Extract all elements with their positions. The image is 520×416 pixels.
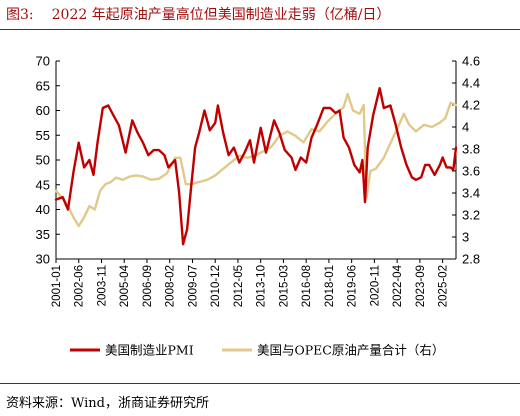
x-tick-label: 2006-09 <box>142 265 154 307</box>
left-tick-label: 70 <box>36 54 50 69</box>
left-tick-label: 60 <box>36 103 50 118</box>
left-tick-label: 35 <box>36 227 50 242</box>
left-y-axis: 30 35 40 45 50 55 60 65 70 <box>36 54 60 267</box>
x-tick-label: 2023-09 <box>415 265 427 307</box>
left-tick-label: 40 <box>36 202 50 217</box>
x-tick-label: 2016-08 <box>301 265 313 307</box>
series-line-oil <box>54 92 458 228</box>
right-y-axis: 2.8 3 3.2 3.4 3.6 3.8 4 4.2 4.4 4.6 <box>452 54 480 267</box>
legend-label-oil: 美国与OPEC原油产量合计（右） <box>257 343 444 358</box>
right-tick-label: 4.6 <box>462 54 480 69</box>
x-tick-label: 2009-07 <box>187 265 199 307</box>
x-tick-label: 2018-01 <box>324 265 336 307</box>
x-tick-label: 2012-05 <box>233 265 245 307</box>
legend-label-pmi: 美国制造业PMI <box>105 343 194 358</box>
x-tick-label: 2022-04 <box>392 264 404 307</box>
left-tick-label: 55 <box>36 128 50 143</box>
legend: 美国制造业PMI 美国与OPEC原油产量合计（右） <box>70 343 444 358</box>
bottom-rule <box>0 383 520 384</box>
x-tick-label: 2015-03 <box>278 265 290 307</box>
chart-title: 图3: 2022 年起原油产量高位但美国制造业走弱（亿桶/日） <box>6 4 390 24</box>
left-tick-label: 30 <box>36 252 50 267</box>
x-tick-label: 2008-02 <box>165 265 177 307</box>
left-tick-label: 50 <box>36 153 50 168</box>
figure-label: 图3: <box>6 7 34 23</box>
x-tick-label: 2003-11 <box>96 265 108 306</box>
chart-canvas: 30 35 40 45 50 55 60 65 70 2.8 3 3.2 3.4 3.6 3.8 4 4.2 4… <box>36 54 481 358</box>
right-tick-label: 4.2 <box>462 98 480 113</box>
x-tick-label: 2010-12 <box>210 265 222 307</box>
x-tick-label: 2020-11 <box>369 265 381 306</box>
right-tick-label: 3.6 <box>462 164 480 179</box>
title-rule <box>0 29 520 30</box>
x-tick-label: 2019-06 <box>347 265 359 307</box>
x-tick-label: 2013-10 <box>256 265 268 307</box>
right-tick-label: 4 <box>462 120 469 135</box>
right-tick-label: 3.8 <box>462 142 480 157</box>
left-tick-label: 65 <box>36 78 50 93</box>
x-tick-label: 2001-01 <box>51 265 63 307</box>
plot-frame <box>55 61 457 260</box>
figure-title: 2022 年起原油产量高位但美国制造业走弱（亿桶/日） <box>51 7 391 23</box>
source-note: 资料来源：Wind，浙商证券研究所 <box>6 396 209 411</box>
x-axis: 2001-01 2002-06 2003-11 2005-04 2006-09 2008-… <box>51 259 450 307</box>
left-tick-label: 45 <box>36 177 50 192</box>
right-tick-label: 4.4 <box>462 76 480 91</box>
series-layer <box>54 86 458 246</box>
right-tick-label: 3.2 <box>462 208 480 223</box>
x-tick-label: 2025-02 <box>438 265 450 307</box>
right-tick-label: 3 <box>462 230 469 245</box>
x-tick-label: 2002-06 <box>74 265 86 307</box>
series-line-pmi <box>54 86 458 246</box>
right-tick-label: 2.8 <box>462 252 480 267</box>
x-tick-label: 2005-04 <box>119 264 131 307</box>
right-tick-label: 3.4 <box>462 186 480 201</box>
